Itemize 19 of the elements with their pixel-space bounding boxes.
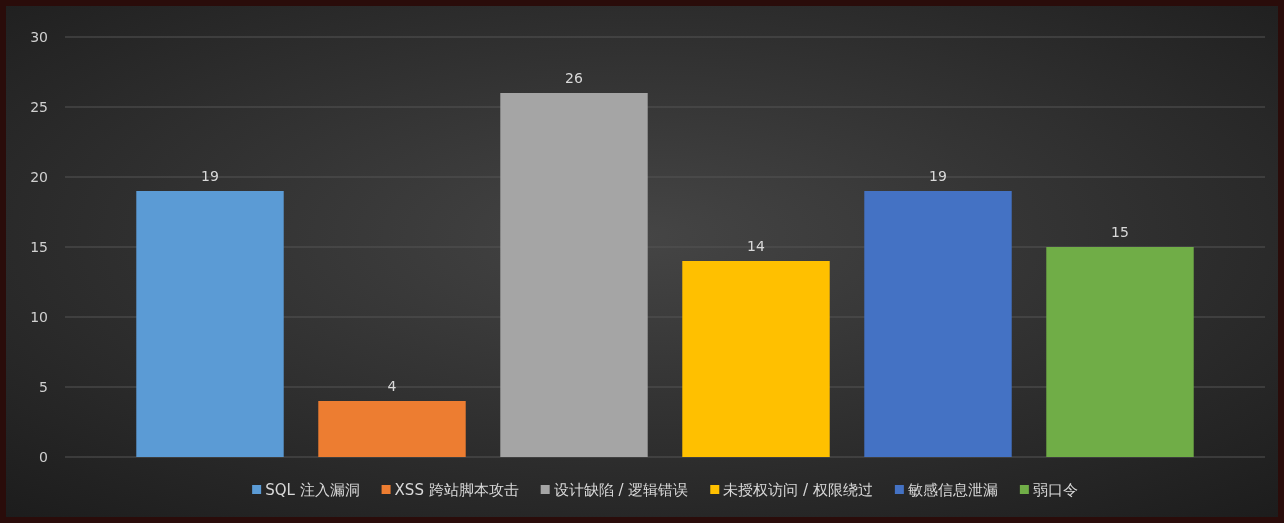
legend-label: 弱口令 [1032, 481, 1078, 499]
data-label: 26 [565, 70, 583, 86]
legend-label: 未授权访问 / 权限绕过 [723, 481, 873, 499]
y-tick-label: 0 [39, 449, 48, 465]
legend-label: 敏感信息泄漏 [907, 481, 998, 499]
legend-label: SQL 注入漏洞 [265, 481, 360, 499]
y-tick-label: 5 [39, 379, 48, 395]
y-tick-label: 15 [30, 239, 48, 255]
y-tick-label: 20 [30, 169, 48, 185]
legend-label: XSS 跨站脚本攻击 [394, 481, 519, 499]
data-label: 19 [201, 168, 219, 184]
data-label: 14 [747, 238, 765, 254]
y-tick-label: 30 [30, 29, 48, 45]
y-tick-label: 25 [30, 99, 48, 115]
data-label: 19 [929, 168, 947, 184]
legend-label: 设计缺陷 / 逻辑错误 [553, 481, 689, 499]
y-tick-label: 10 [30, 309, 48, 325]
data-label: 15 [1111, 224, 1129, 240]
data-label: 4 [387, 378, 397, 394]
